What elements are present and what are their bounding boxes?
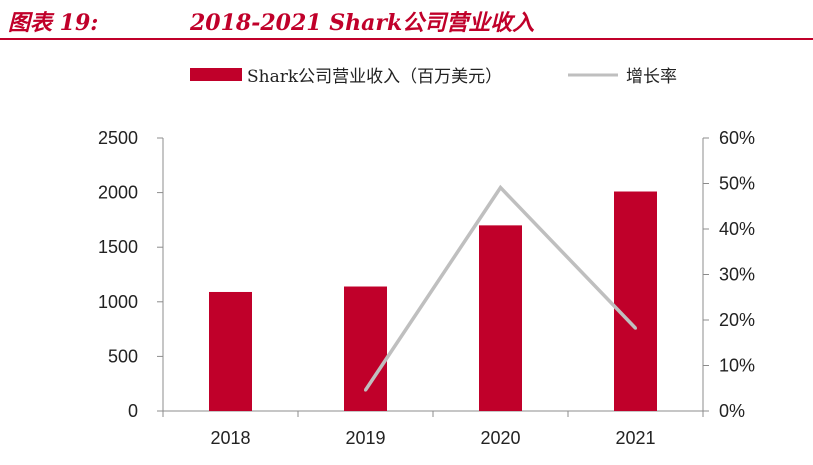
- right-axis: 0% 10% 20% 30% 40% 50% 60%: [702, 128, 755, 421]
- legend-bar-label: Shark公司营业收入（百万美元）: [247, 67, 502, 87]
- right-tick-label: 50%: [719, 174, 755, 194]
- left-tick-label: 0: [128, 401, 138, 421]
- bar-series: [209, 191, 657, 411]
- revenue-bar: [479, 225, 522, 411]
- growth-point: [634, 326, 637, 330]
- left-tick-label: 2000: [98, 183, 138, 203]
- growth-point: [499, 186, 502, 190]
- x-tick-label: 2021: [615, 428, 655, 448]
- left-tick-label: 1000: [98, 292, 138, 312]
- x-axis: 2018 2019 2020 2021: [162, 410, 704, 448]
- left-tick-label: 1500: [98, 237, 138, 257]
- right-tick-label: 30%: [719, 265, 755, 285]
- growth-point: [364, 388, 367, 392]
- figure-title: 2018-2021 Shark公司营业收入: [190, 10, 535, 36]
- legend-bar-swatch: [190, 68, 242, 81]
- figure-label: 图表 19:: [8, 10, 99, 36]
- x-tick-label: 2020: [480, 428, 520, 448]
- legend: Shark公司营业收入（百万美元） 增长率: [190, 67, 677, 87]
- right-tick-label: 20%: [719, 310, 755, 330]
- growth-line-series: [364, 184, 637, 392]
- x-tick-label: 2019: [345, 428, 385, 448]
- right-tick-label: 60%: [719, 128, 755, 148]
- legend-line-label: 增长率: [626, 67, 677, 87]
- right-tick-label: 0%: [719, 401, 745, 421]
- right-tick-label: 40%: [719, 219, 755, 239]
- left-axis: 0 500 1000 1500 2000 2500: [98, 128, 164, 421]
- revenue-bar: [344, 286, 387, 411]
- left-tick-label: 2500: [98, 128, 138, 148]
- revenue-bar: [614, 191, 657, 411]
- right-tick-label: 10%: [719, 356, 755, 376]
- header-rule: [0, 38, 813, 40]
- left-tick-label: 500: [108, 346, 138, 366]
- x-tick-label: 2018: [210, 428, 250, 448]
- revenue-bar: [209, 291, 252, 411]
- figure-header: 图表 19: 2018-2021 Shark公司营业收入: [0, 0, 813, 42]
